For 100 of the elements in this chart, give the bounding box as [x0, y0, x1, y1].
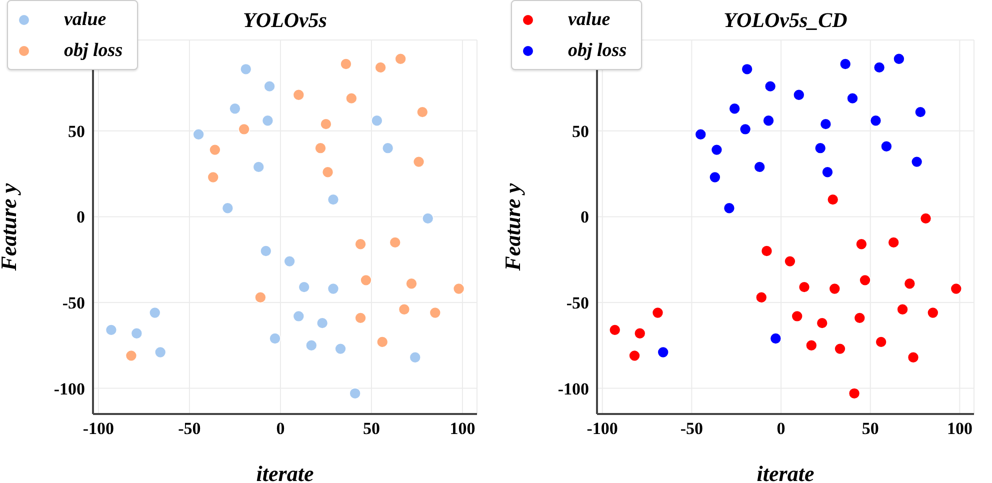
- point: [412, 156, 425, 168]
- point: [416, 106, 428, 118]
- point: [826, 194, 839, 206]
- x-tick-label: -100: [586, 419, 618, 438]
- point: [760, 245, 773, 257]
- point: [846, 92, 858, 104]
- point: [292, 310, 305, 322]
- point: [305, 339, 318, 352]
- x-tick-label: 100: [946, 419, 972, 438]
- point: [376, 336, 388, 348]
- point: [854, 312, 866, 324]
- point: [791, 310, 804, 322]
- point: [154, 346, 166, 358]
- point: [334, 342, 346, 355]
- legend-label: obj loss: [568, 40, 627, 62]
- point: [880, 140, 892, 152]
- y-tick-label: -50: [62, 294, 85, 313]
- point: [240, 63, 252, 76]
- y-axis-title: Feature y: [500, 183, 525, 272]
- point: [349, 388, 361, 400]
- point: [322, 166, 334, 178]
- point: [209, 144, 221, 156]
- x-tick-label: -100: [82, 419, 114, 438]
- x-tick-label: 50: [862, 419, 879, 438]
- point: [828, 282, 841, 295]
- point: [292, 89, 305, 101]
- point: [429, 306, 442, 319]
- point: [207, 171, 220, 184]
- point: [770, 332, 782, 344]
- point: [422, 212, 434, 224]
- point: [260, 245, 272, 257]
- point: [608, 324, 621, 336]
- point: [374, 62, 386, 74]
- y-tick-label: 50: [572, 122, 589, 141]
- point: [784, 255, 796, 268]
- point: [354, 238, 366, 250]
- point: [320, 118, 332, 130]
- point: [389, 236, 402, 248]
- point: [793, 89, 805, 101]
- point: [229, 102, 241, 115]
- x-tick-label: 0: [776, 419, 786, 438]
- y-tick-label: -100: [558, 379, 589, 398]
- point: [848, 388, 860, 400]
- point: [262, 114, 274, 127]
- point: [327, 194, 340, 206]
- point: [269, 332, 281, 344]
- point: [834, 342, 846, 355]
- point: [914, 106, 926, 118]
- y-tick-label: -100: [54, 379, 85, 398]
- x-tick-label: -50: [178, 419, 201, 438]
- point: [452, 282, 465, 295]
- point: [798, 281, 810, 293]
- point: [755, 291, 768, 304]
- point: [394, 52, 406, 65]
- point: [657, 346, 670, 358]
- legend-label: value: [64, 8, 106, 30]
- point: [764, 80, 776, 92]
- point: [741, 63, 753, 76]
- point: [870, 114, 882, 127]
- x-tick-label: -50: [680, 419, 704, 438]
- point: [723, 202, 736, 214]
- point: [406, 278, 418, 290]
- point: [398, 303, 410, 316]
- point: [814, 142, 826, 154]
- point: [316, 317, 328, 329]
- y-tick-label: 50: [68, 122, 85, 141]
- y-tick-label: -50: [566, 294, 589, 313]
- point: [694, 128, 707, 140]
- point: [888, 236, 900, 248]
- y-tick-label: 0: [580, 208, 589, 227]
- x-tick-label: 100: [450, 419, 476, 438]
- point: [192, 128, 204, 140]
- x-axis-title: iterate: [256, 461, 314, 483]
- point: [634, 327, 646, 340]
- point: [371, 114, 383, 127]
- point: [728, 102, 740, 115]
- point: [252, 161, 265, 173]
- point: [125, 350, 138, 362]
- x-axis-title: iterate: [756, 461, 814, 483]
- point: [950, 282, 962, 295]
- point: [148, 306, 161, 319]
- point: [859, 274, 871, 286]
- point: [710, 144, 723, 156]
- point: [762, 114, 774, 127]
- point: [839, 58, 852, 70]
- point: [893, 52, 905, 65]
- point: [360, 274, 372, 286]
- point: [927, 306, 939, 319]
- point: [254, 291, 266, 304]
- legend-label: value: [568, 8, 610, 30]
- point: [314, 142, 326, 154]
- point: [327, 282, 340, 295]
- point: [382, 142, 394, 154]
- point: [652, 306, 664, 319]
- point: [820, 118, 832, 130]
- chart-title: YOLOv5s_CD: [724, 8, 848, 32]
- point: [284, 255, 296, 268]
- point: [907, 351, 920, 364]
- point: [130, 327, 143, 340]
- point: [409, 351, 422, 364]
